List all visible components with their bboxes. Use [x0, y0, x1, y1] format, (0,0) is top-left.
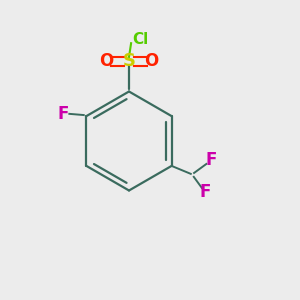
Text: O: O	[144, 52, 159, 70]
Text: O: O	[99, 52, 114, 70]
Text: F: F	[199, 183, 211, 201]
Text: F: F	[58, 105, 69, 123]
Text: F: F	[205, 152, 217, 169]
Text: Cl: Cl	[132, 32, 148, 46]
Text: S: S	[122, 52, 136, 70]
